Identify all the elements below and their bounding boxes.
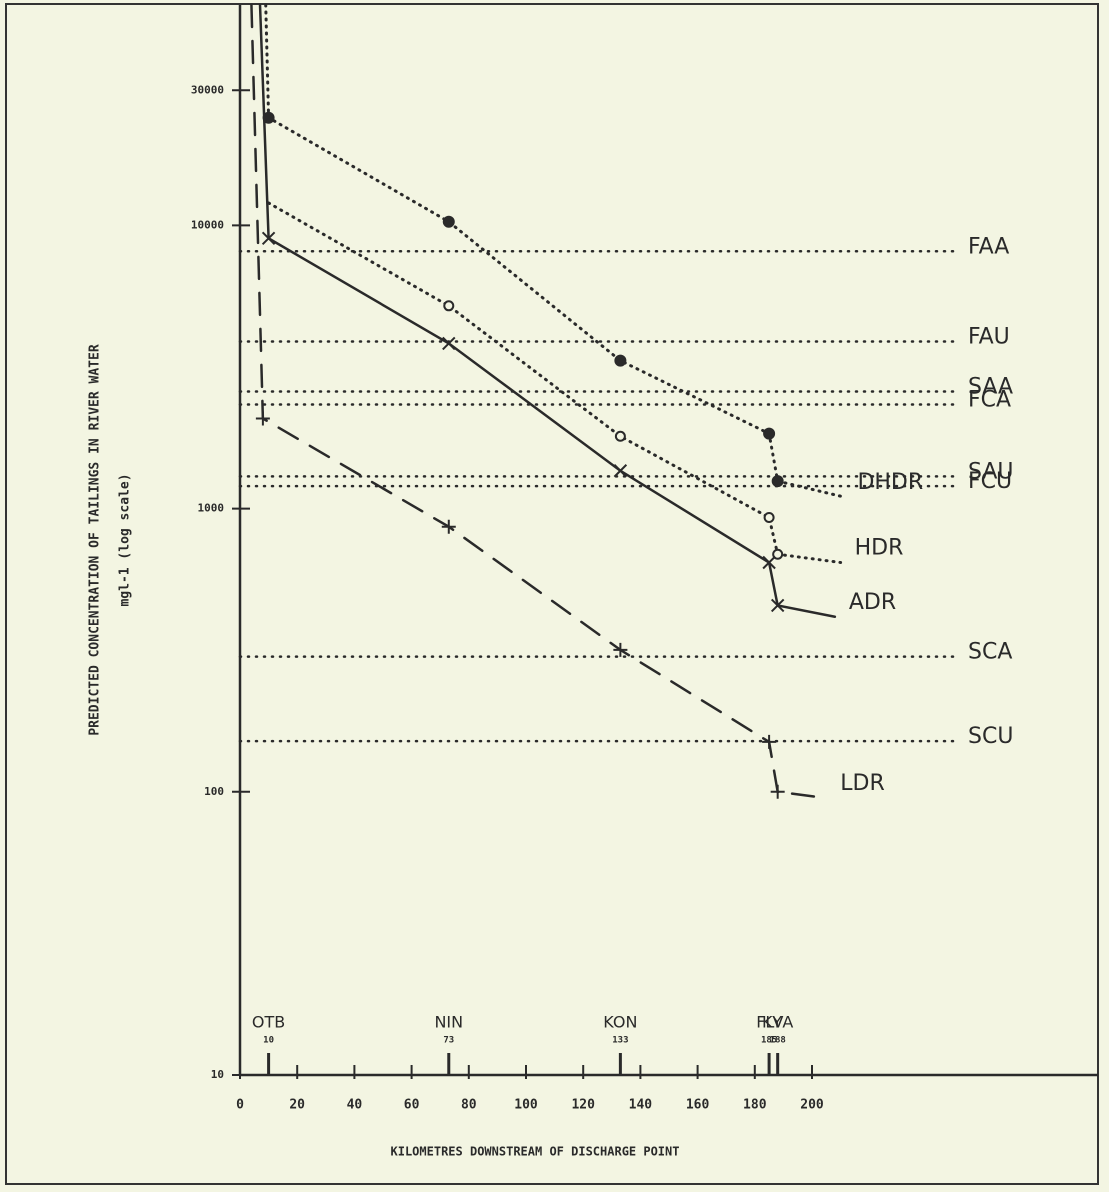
marker — [613, 642, 628, 657]
marker — [770, 598, 785, 613]
series-label: ADR — [849, 590, 896, 615]
x-tick-label: 20 — [289, 1098, 305, 1113]
x-tick-label: 40 — [347, 1098, 363, 1113]
station-name: KVA — [762, 1013, 793, 1032]
series-line — [250, 3, 828, 800]
threshold-label: FCA — [968, 388, 1011, 413]
station-km: 185 — [761, 1036, 777, 1046]
x-tick-label: 60 — [404, 1098, 420, 1113]
station-km: 188 — [770, 1036, 786, 1046]
y-axis-label-units: mgl-1 (log scale) — [118, 473, 133, 606]
x-tick-label: 200 — [800, 1098, 824, 1113]
threshold-label: SAU — [968, 459, 1014, 484]
marker — [772, 548, 784, 560]
x-tick-label: 120 — [571, 1098, 595, 1113]
marker — [614, 354, 627, 367]
station-name: NIN — [434, 1013, 463, 1032]
x-axis-label: KILOMETRES DOWNSTREAM OF DISCHARGE POINT — [391, 1145, 680, 1159]
threshold-label: FCU — [968, 469, 1012, 494]
marker — [255, 411, 270, 426]
threshold-label: FAU — [968, 325, 1010, 350]
marker — [762, 734, 777, 749]
x-tick-label: 0 — [236, 1098, 244, 1113]
y-tick-label: 10 — [211, 1068, 224, 1081]
y-tick-label: 30000 — [191, 83, 224, 96]
station-name: KON — [603, 1013, 637, 1032]
marker — [763, 512, 775, 524]
frame — [5, 3, 1099, 1185]
series-line — [258, 3, 837, 619]
y-tick-label: 10000 — [191, 218, 224, 231]
marker — [441, 519, 456, 534]
threshold-label: SCU — [968, 724, 1013, 749]
marker — [763, 427, 776, 440]
x-tick-label: 140 — [629, 1098, 653, 1113]
station-km: 73 — [443, 1036, 454, 1046]
y-tick-label: 100 — [204, 785, 224, 798]
station-km: 10 — [263, 1036, 274, 1046]
series-line — [267, 201, 843, 565]
threshold-label: FAA — [968, 234, 1009, 259]
marker — [771, 475, 784, 488]
y-axis-label: PREDICTED CONCENTRATION OF TAILINGS IN R… — [88, 344, 103, 736]
x-tick-label: 100 — [514, 1098, 538, 1113]
x-tick-label: 160 — [686, 1098, 710, 1113]
series-label: LDR — [840, 771, 884, 796]
x-tick-label: 80 — [461, 1098, 477, 1113]
marker — [442, 336, 456, 351]
marker — [762, 555, 776, 570]
x-tick-label: 180 — [743, 1098, 767, 1113]
y-tick-label: 1000 — [198, 502, 225, 515]
threshold-label: SAA — [968, 375, 1013, 400]
marker — [261, 231, 276, 246]
station-name: FLY — [756, 1013, 782, 1032]
marker — [770, 784, 785, 799]
threshold-label: SCA — [968, 640, 1012, 665]
station-km: 133 — [612, 1036, 628, 1046]
series-label: HDR — [855, 536, 904, 561]
station-name: OTB — [252, 1013, 285, 1032]
marker — [614, 430, 626, 442]
marker — [443, 300, 455, 312]
marker — [442, 215, 455, 228]
series-label: DHDR — [857, 470, 923, 495]
marker — [613, 464, 628, 478]
